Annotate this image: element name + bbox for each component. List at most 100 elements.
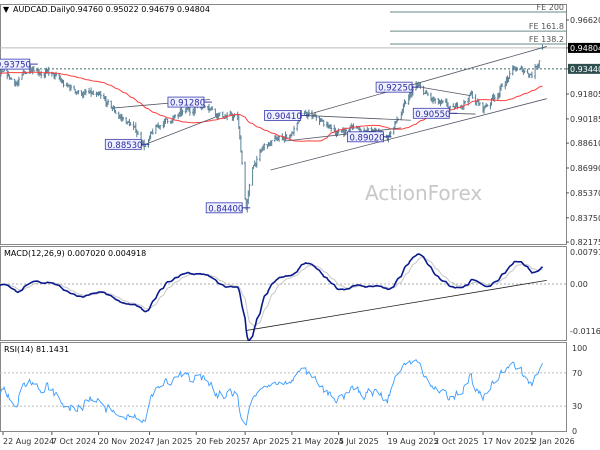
price-bar	[10, 77, 13, 80]
trendline	[416, 86, 471, 97]
price-annotation: 0.92250	[375, 81, 421, 94]
macd-trendline	[246, 279, 547, 331]
price-bar	[114, 109, 117, 114]
x-tick-label: 20 Feb 2025	[196, 437, 246, 446]
chart-ohlc: 0.94760 0.95022 0.94679 0.94804	[70, 5, 210, 14]
price-bar	[77, 90, 80, 95]
rsi-line	[0, 359, 543, 426]
price-annotation: 0.91280	[167, 96, 212, 109]
price-bar	[211, 106, 214, 111]
price-annotation: 0.93750	[0, 58, 38, 71]
price-bar	[122, 116, 124, 121]
annotation-label: 0.91280	[170, 99, 205, 109]
price-bar	[530, 71, 533, 79]
annotation-label: 0.93750	[0, 61, 31, 71]
y-tick-label: 0.83750	[570, 214, 600, 223]
price-bar	[99, 91, 102, 99]
price-bar	[516, 66, 518, 72]
price-bar	[241, 150, 243, 165]
price-bar	[70, 84, 72, 91]
macd-line	[0, 253, 544, 341]
price-bar	[322, 119, 325, 127]
price-bar	[255, 155, 258, 168]
level-badge	[568, 63, 600, 74]
x-tick-label: 22 Aug 2024	[3, 437, 54, 446]
price-bar	[84, 88, 87, 96]
price-bar	[181, 109, 184, 116]
price-bar	[315, 114, 318, 121]
fib-label: FE 200	[537, 3, 564, 12]
price-bar	[337, 128, 340, 134]
price-bar	[107, 99, 110, 105]
macd-tick-label: 0.00	[570, 280, 588, 289]
price-bar	[55, 71, 58, 77]
price-bar	[501, 83, 504, 87]
price-bar	[47, 66, 50, 76]
price-bar	[129, 122, 132, 126]
price-bar	[188, 107, 191, 116]
price-bar	[174, 114, 176, 119]
price-bar	[92, 90, 95, 95]
annotation-label: 0.88530	[107, 141, 142, 151]
price-bar	[233, 113, 236, 118]
y-tick-label: 0.91805	[570, 90, 600, 99]
annotation-label: 0.90550	[415, 110, 450, 120]
trendline	[304, 115, 411, 121]
price-bar	[434, 98, 437, 104]
price-bar	[538, 60, 541, 69]
annotation-label: 0.84400	[208, 204, 243, 214]
y-tick-label: 0.96620	[570, 16, 600, 25]
price-bar	[17, 76, 20, 86]
trendline	[285, 127, 402, 142]
fib-label: FE 161.8	[529, 22, 564, 31]
annotation-box	[104, 138, 142, 150]
price-bar	[278, 135, 281, 142]
price-bar	[330, 124, 333, 132]
y-tick-label: 0.85370	[570, 189, 600, 198]
price-bar	[471, 91, 474, 99]
price-bar	[218, 112, 221, 117]
level-price-label: 0.93440	[570, 65, 600, 74]
chart-symbol: AUDCAD.Daily	[13, 5, 71, 14]
watermark: ActionForex	[365, 181, 482, 205]
x-tick-label: 17 Nov 2025	[483, 437, 534, 446]
annotation-box	[264, 110, 302, 121]
annotation-box	[0, 58, 31, 70]
price-bar	[32, 66, 35, 72]
price-bar	[159, 125, 162, 130]
price-bar	[441, 100, 444, 104]
price-bar	[493, 94, 496, 102]
price-bar	[248, 183, 251, 197]
x-tick-label: 7 Apr 2025	[245, 437, 289, 446]
y-tick-label: 0.90185	[570, 115, 600, 124]
annotation-label: 0.92250	[378, 84, 413, 94]
price-bar	[352, 123, 355, 130]
moving-average-line	[0, 71, 543, 142]
price-annotation: 0.89020	[347, 131, 392, 143]
price-bar	[404, 100, 407, 105]
x-tick-label: 19 Aug 2025	[387, 437, 438, 446]
current-price-label: 0.94804	[570, 44, 600, 53]
annotation-box	[167, 96, 205, 108]
rsi-tick-label: 70	[572, 369, 582, 378]
macd-tick-label: 0.00791	[570, 248, 600, 257]
price-annotation: 0.88530	[104, 138, 150, 151]
y-tick-label: 0.86990	[570, 164, 600, 173]
symbol-menu-icon[interactable]: ▼	[3, 5, 10, 14]
annotation-label: 0.89020	[349, 133, 384, 143]
price-bar	[426, 92, 429, 96]
x-tick-label: 21 May 2025	[292, 437, 344, 446]
price-bar	[263, 143, 266, 151]
rsi-tick-label: 0	[572, 427, 577, 436]
price-bar	[523, 70, 526, 74]
price-bar	[62, 79, 65, 88]
x-tick-label: 20 Nov 2024	[99, 437, 150, 446]
price-annotation: 0.84400	[205, 202, 251, 214]
rsi-title: RSI(14) 81.1431	[4, 345, 69, 354]
macd-panel	[0, 246, 567, 341]
price-bar	[151, 128, 154, 135]
price-annotation: 0.90410	[264, 110, 309, 122]
price-bar	[419, 82, 422, 89]
price-bar	[486, 104, 489, 107]
